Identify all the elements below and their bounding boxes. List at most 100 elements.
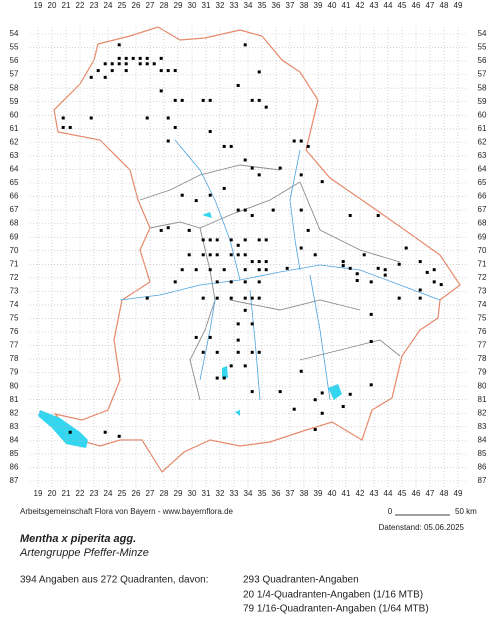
record-dot	[208, 238, 212, 242]
title: Mentha x piperita agg.	[20, 533, 136, 545]
row-label: 72	[10, 273, 19, 282]
record-dot	[215, 238, 219, 242]
column-label: 32	[216, 489, 225, 498]
record-dot	[103, 62, 107, 66]
record-dot	[159, 89, 163, 93]
record-dot	[117, 434, 121, 438]
record-dot	[229, 238, 233, 242]
row-label: 54	[10, 29, 19, 38]
row-label: 62	[478, 137, 487, 146]
record-dot	[138, 56, 142, 60]
column-label: 47	[426, 1, 435, 10]
column-label: 35	[258, 489, 267, 498]
record-dot	[236, 338, 240, 342]
row-label: 55	[478, 43, 487, 52]
row-label: 79	[10, 368, 19, 377]
district-borders	[139, 164, 401, 401]
record-dot	[61, 125, 65, 129]
column-label: 22	[76, 489, 85, 498]
record-dot	[299, 369, 303, 373]
record-dot	[222, 186, 226, 190]
column-label: 22	[76, 1, 85, 10]
row-label: 87	[10, 476, 19, 485]
row-label: 86	[10, 463, 19, 472]
column-label: 23	[90, 1, 99, 10]
record-dot	[341, 405, 345, 408]
record-dot	[320, 180, 324, 184]
record-dot	[299, 173, 303, 177]
record-dot	[243, 280, 247, 284]
record-dot	[278, 166, 282, 170]
record-dot	[110, 62, 114, 66]
column-label: 34	[244, 1, 253, 10]
column-label: 20	[48, 1, 57, 10]
record-dot	[299, 139, 303, 143]
row-label: 67	[478, 205, 487, 214]
row-label: 58	[10, 83, 19, 92]
row-label: 56	[10, 56, 19, 65]
record-dot	[257, 173, 261, 177]
record-dot	[201, 238, 205, 242]
row-label: 72	[478, 273, 487, 282]
row-label: 87	[478, 476, 487, 485]
record-dot	[68, 430, 72, 434]
row-label: 65	[478, 178, 487, 187]
row-label: 66	[10, 192, 19, 201]
record-dot	[138, 62, 142, 66]
record-dot	[124, 62, 128, 66]
column-label: 26	[132, 1, 141, 10]
row-label: 67	[10, 205, 19, 214]
record-dot	[229, 280, 233, 284]
row-label: 66	[478, 192, 487, 201]
record-dot	[145, 296, 149, 300]
record-dot	[236, 243, 240, 247]
column-label: 21	[62, 489, 71, 498]
row-label: 81	[10, 395, 19, 404]
record-dot	[250, 260, 254, 264]
record-dot	[173, 280, 177, 284]
row-label: 78	[10, 354, 19, 363]
column-label: 33	[230, 1, 239, 10]
row-label: 64	[478, 165, 487, 174]
record-dot	[348, 392, 352, 396]
row-label: 69	[478, 232, 487, 241]
record-dot	[250, 390, 254, 394]
record-dot	[250, 296, 254, 300]
row-label: 61	[478, 124, 487, 133]
column-label: 24	[104, 1, 113, 10]
record-dot	[229, 364, 233, 368]
record-dot	[68, 125, 72, 129]
record-dot	[117, 56, 121, 60]
row-label: 63	[10, 151, 19, 160]
record-dot	[257, 238, 261, 242]
record-dot	[299, 246, 303, 250]
grid	[30, 27, 466, 487]
row-label: 64	[10, 165, 19, 174]
row-label: 60	[478, 110, 487, 119]
column-label: 33	[230, 489, 239, 498]
record-dot	[124, 56, 128, 60]
record-dot	[145, 56, 149, 60]
record-dot	[229, 253, 233, 257]
record-dot	[208, 253, 212, 257]
row-label: 82	[10, 408, 19, 417]
records	[61, 43, 443, 438]
record-dot	[222, 376, 226, 380]
record-dot	[383, 273, 387, 277]
record-dot	[89, 75, 93, 79]
record-dot	[236, 350, 240, 354]
column-label: 27	[146, 489, 155, 498]
column-label: 43	[370, 1, 379, 10]
record-dot	[257, 70, 261, 74]
column-label: 48	[440, 489, 449, 498]
record-dot	[173, 98, 177, 102]
record-dot	[145, 116, 149, 120]
record-dot	[89, 116, 93, 120]
record-dot	[166, 69, 170, 73]
record-dot	[264, 238, 268, 242]
record-dot	[180, 268, 184, 272]
column-label: 39	[314, 1, 323, 10]
row-label: 63	[478, 151, 487, 160]
row-label: 68	[478, 219, 487, 228]
record-dot	[236, 322, 240, 326]
